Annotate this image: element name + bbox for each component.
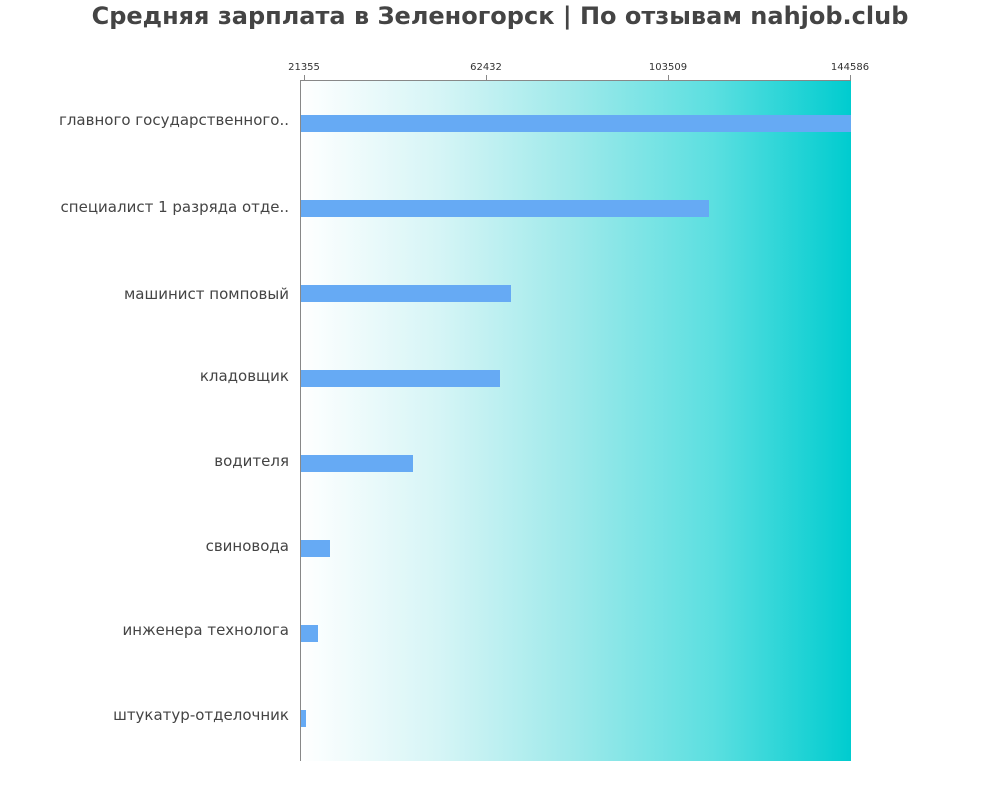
x-tick-label: 144586 [830, 62, 870, 73]
x-axis-line [300, 80, 851, 81]
x-tick-label: 103509 [648, 62, 688, 73]
x-tick [850, 75, 851, 80]
category-label: главного государственного.. [58, 111, 289, 129]
x-tick [668, 75, 669, 80]
x-tick-label: 62432 [470, 62, 502, 73]
bar [301, 285, 512, 302]
x-tick [486, 75, 487, 80]
x-tick [304, 75, 305, 80]
x-tick-label: 21355 [288, 62, 320, 73]
bar [301, 540, 331, 557]
category-label: специалист 1 разряда отде.. [60, 198, 289, 216]
category-label: водителя [214, 452, 289, 470]
bar [301, 625, 319, 642]
bar [301, 115, 851, 132]
category-label: машинист помповый [123, 285, 289, 303]
y-axis-line [300, 80, 301, 761]
category-label: штукатур-отделочник [113, 706, 289, 724]
bar [301, 200, 709, 217]
category-label: свиновода [205, 537, 289, 555]
category-label: кладовщик [199, 367, 289, 385]
category-label: инженера технолога [122, 621, 289, 639]
bar [301, 710, 307, 727]
plot-area [300, 80, 851, 761]
chart-title: Средняя зарплата в Зеленогорск | По отзы… [91, 2, 909, 30]
bar [301, 455, 414, 472]
bar [301, 370, 501, 387]
